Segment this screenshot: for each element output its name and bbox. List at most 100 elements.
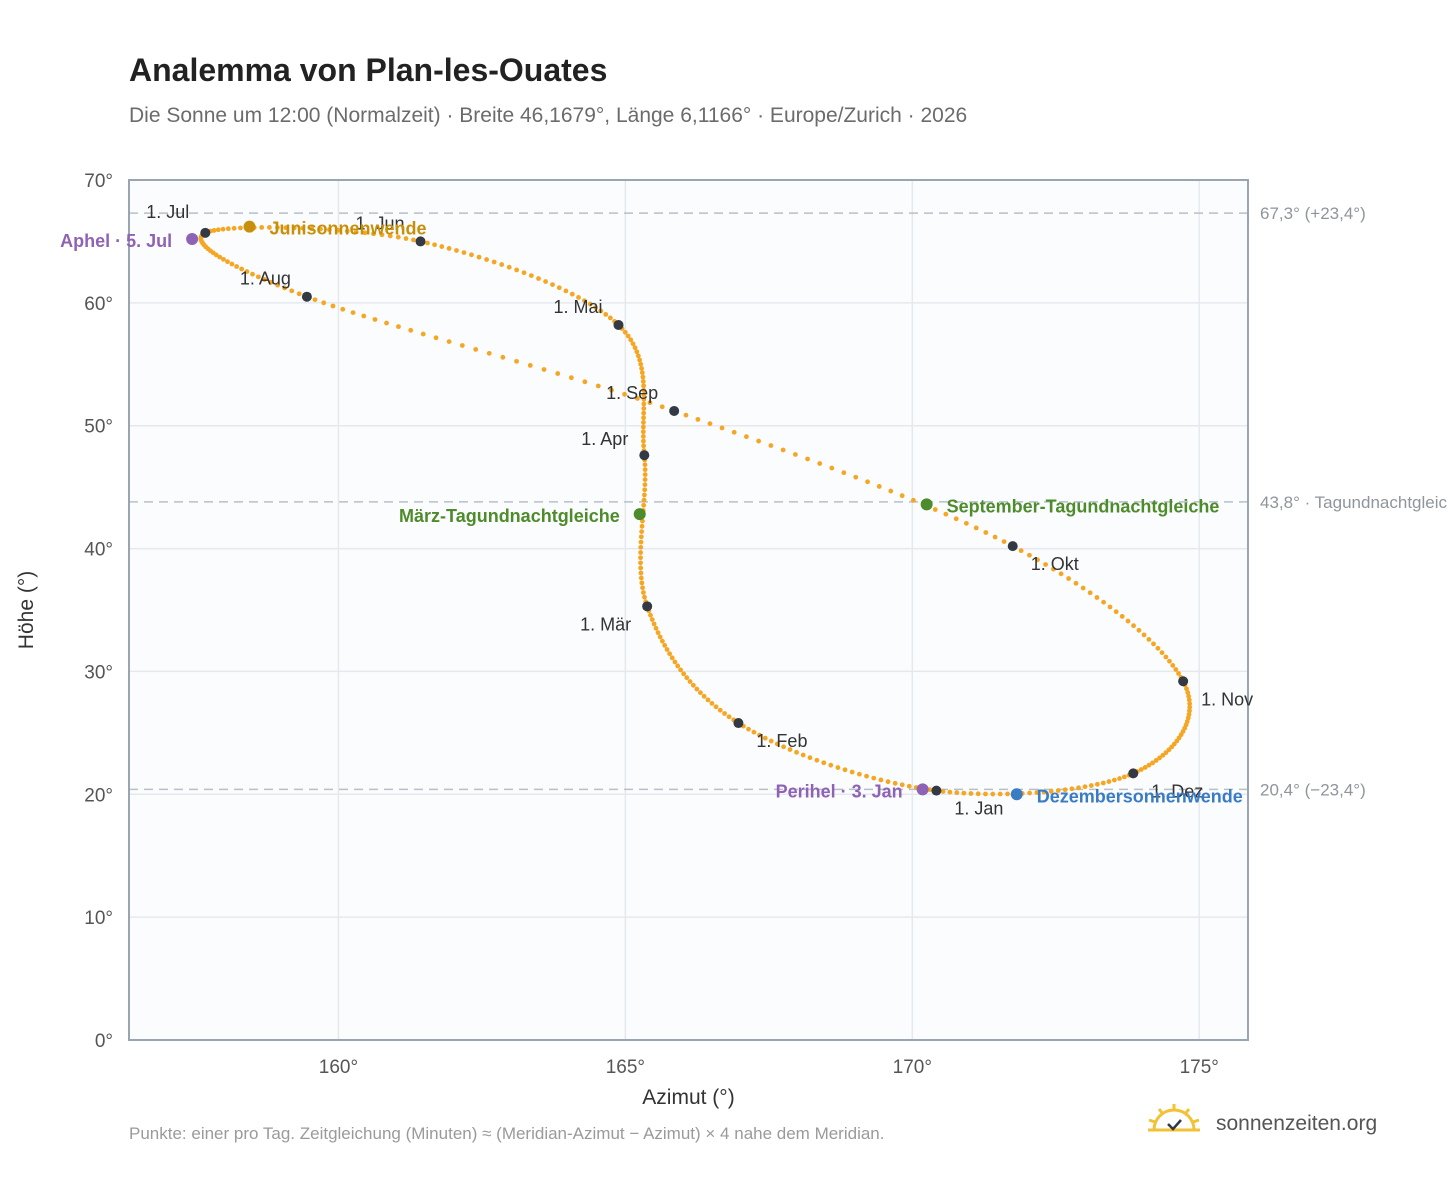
x-tick-label: 160° [319, 1057, 358, 1078]
day-dot [953, 516, 959, 522]
day-dot [641, 438, 646, 444]
day-dot [454, 248, 459, 253]
day-dot [1167, 658, 1172, 664]
day-dot [340, 306, 346, 312]
day-dot [220, 226, 226, 232]
day-dot [476, 254, 482, 260]
day-dot [1087, 590, 1093, 596]
day-dot [213, 252, 219, 258]
month-label: 1. Jul [146, 202, 189, 222]
day-dot [622, 391, 627, 397]
event-marker [1010, 788, 1023, 801]
x-tick-label: 170° [893, 1057, 932, 1078]
day-dot [641, 387, 647, 393]
event-markers: Junisonnenwende Dezembersonnenwende März-T… [60, 219, 1243, 807]
day-dot [433, 335, 439, 341]
reference-line-label: 20,4° (−23,4°) [1260, 780, 1366, 799]
day-dot [853, 474, 859, 480]
y-axis-label: Höhe (°) [15, 571, 38, 649]
day-dot [814, 757, 820, 763]
day-dot [632, 345, 638, 351]
day-dot [639, 523, 645, 529]
day-dot [1141, 632, 1147, 638]
day-dot [726, 714, 732, 720]
event-label: März-Tagundnachtgleiche [399, 506, 620, 526]
day-dot [536, 276, 541, 281]
day-dot [289, 288, 295, 294]
day-dot [1027, 552, 1032, 558]
day-dot [282, 285, 287, 291]
day-dot [640, 434, 646, 439]
day-dot [659, 638, 665, 644]
reference-lines: 67,3° (+23,4°) 43,8° · Tagundnachtgleiche… [129, 204, 1448, 799]
day-dot [469, 252, 474, 258]
day-dot [707, 421, 713, 427]
day-dot [1018, 548, 1024, 554]
day-dot [641, 396, 647, 402]
day-dot [1163, 750, 1169, 756]
day-dot [807, 755, 813, 761]
day-dot [1151, 641, 1156, 647]
day-dot [943, 511, 949, 517]
day-dot [541, 367, 547, 372]
day-dot [582, 298, 587, 304]
month-label: 1. Sep [606, 383, 658, 403]
day-dot [641, 443, 647, 449]
day-dot [275, 225, 280, 230]
x-tick-label: 165° [606, 1057, 645, 1078]
day-dot [420, 331, 426, 337]
day-dot [983, 530, 989, 535]
day-dot [876, 484, 882, 489]
day-dot [1001, 539, 1007, 544]
day-dot [408, 327, 414, 333]
brand-logo[interactable]: sonnenzeiten.org [1144, 1100, 1404, 1148]
day-dot [569, 291, 575, 297]
day-dot [681, 671, 687, 677]
brand-name: sonnenzeiten.org [1216, 1112, 1378, 1135]
day-dot [800, 752, 806, 758]
day-dot [662, 643, 668, 648]
day-dot [792, 452, 798, 457]
day-dot [640, 585, 645, 591]
day-dot [940, 788, 946, 794]
day-dot [439, 244, 445, 249]
month-label: 1. Mär [580, 614, 631, 634]
month-label: 1. Okt [1031, 554, 1079, 574]
day-dot [1048, 788, 1054, 794]
event-label: Junisonnenwende [270, 219, 427, 239]
day-dot [500, 354, 506, 360]
day-dot [954, 790, 960, 796]
day-dot [1088, 783, 1094, 788]
day-dot [641, 497, 647, 503]
day-dot [817, 461, 823, 466]
day-dot [694, 686, 700, 692]
day-dot [1187, 704, 1193, 710]
day-dot [543, 279, 548, 284]
day-dot [1150, 760, 1156, 766]
day-dot [641, 410, 647, 416]
day-dot [330, 303, 336, 309]
day-dot [731, 429, 737, 435]
day-dot [473, 346, 479, 352]
day-dot [722, 711, 727, 716]
day-dot [717, 707, 723, 713]
day-dot [1005, 791, 1010, 797]
day-dot [550, 282, 555, 287]
day-dot [225, 226, 231, 232]
day-dot [1187, 708, 1192, 714]
day-dot [865, 479, 870, 485]
day-dot [326, 227, 332, 233]
day-dot [595, 383, 601, 389]
day-dot [653, 625, 659, 631]
day-dot [268, 279, 274, 285]
day-dot [312, 297, 318, 303]
day-dot [1173, 667, 1179, 672]
day-dot [678, 667, 684, 673]
day-dot [350, 310, 356, 316]
day-dot [639, 580, 645, 586]
day-dot [638, 560, 643, 566]
day-dot [403, 236, 409, 241]
day-dot [1069, 786, 1075, 792]
day-dot [1111, 777, 1117, 783]
